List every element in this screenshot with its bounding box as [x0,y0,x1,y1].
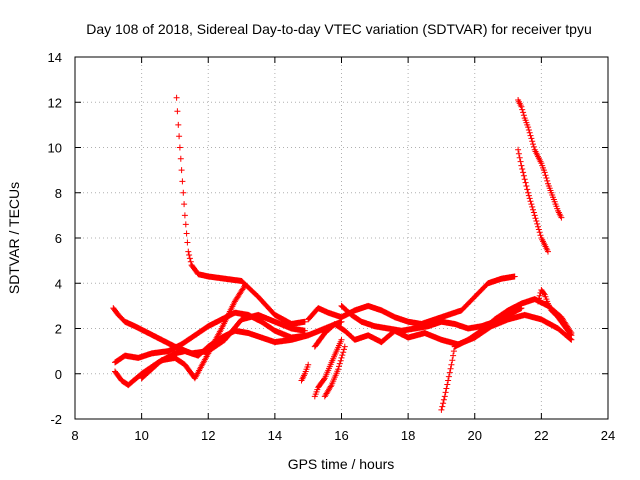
series-arc-12 [438,343,458,413]
y-tick-label: 2 [55,322,62,337]
series-markers [311,336,345,400]
plot-frame [74,56,609,420]
series-arc-8 [311,336,345,400]
x-tick-labels: 8 10 12 14 16 18 20 22 24 [71,428,615,443]
series-arc-9 [321,343,348,400]
series-markers [321,343,348,400]
y-tick-label: 12 [48,95,62,110]
x-tick-label: 14 [268,428,282,443]
chart-title: Day 108 of 2018, Sidereal Day-to-day VTE… [86,21,592,37]
x-tick-label: 22 [534,428,548,443]
series-arc-11 [338,302,525,334]
series-markers [438,343,458,413]
series-markers [515,146,551,255]
series-markers [535,287,575,339]
y-tick-label: 0 [55,367,62,382]
data-points [110,94,575,413]
y-tick-labels: -2 0 2 4 6 8 10 12 14 [48,50,62,427]
series-arc-14 [515,97,565,221]
series-markers [515,97,565,221]
series-arc-16 [535,287,575,339]
y-tick-label: 8 [55,186,62,201]
series-arc-10 [298,361,312,384]
x-tick-label: 20 [468,428,482,443]
x-tick-label: 8 [71,428,78,443]
series-markers [338,302,525,334]
x-axis-title: GPS time / hours [288,456,395,472]
y-tick-label: 14 [48,50,62,65]
series-markers [173,94,308,327]
y-tick-label: -2 [50,412,62,427]
y-tick-label: 4 [55,276,62,291]
x-tick-label: 16 [334,428,348,443]
series-arc-4 [138,282,248,382]
series-markers [138,282,248,382]
x-tick-label: 12 [201,428,215,443]
y-tick-label: 6 [55,231,62,246]
y-axis-title: SDTVAR / TECUs [6,182,22,294]
series-markers [305,273,518,327]
x-tick-label: 24 [601,428,615,443]
series-arc-5 [173,94,308,327]
x-tick-label: 18 [401,428,415,443]
x-tick-label: 10 [134,428,148,443]
series-arc-6 [305,273,518,327]
series-markers [298,361,312,384]
y-tick-label: 10 [48,141,62,156]
series-arc-15 [515,146,551,255]
